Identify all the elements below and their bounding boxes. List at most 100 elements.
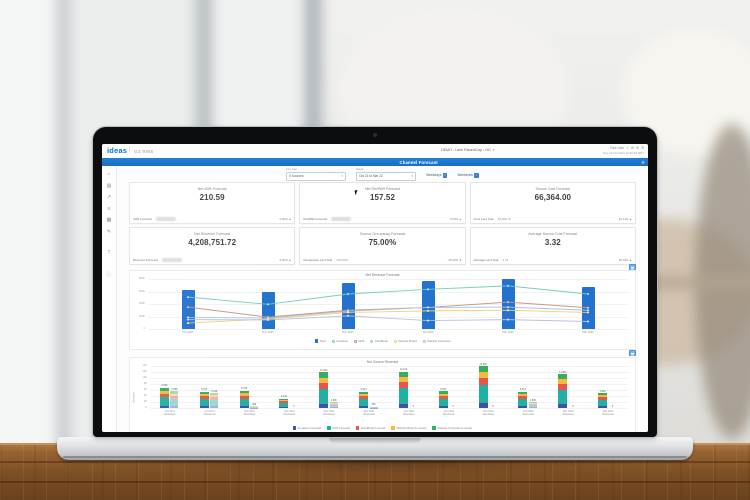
bar-Jan 2022-Weekends[interactable] [438, 391, 448, 408]
menu-icon[interactable]: ☰ [640, 145, 644, 150]
weekdays-toggle[interactable]: Weekdays ✓ [426, 173, 448, 178]
total-bar-Feb 2022[interactable] [501, 279, 515, 329]
help-icon[interactable]: ? [107, 250, 111, 256]
messages-icon[interactable]: ✉ [631, 145, 634, 150]
settings-icon[interactable]: ⚙ [635, 145, 639, 150]
x-tick-label: Oct 2021 [182, 331, 194, 334]
stack-segment [279, 406, 289, 408]
source-filter-label: Forecast [286, 167, 297, 171]
kpi-sub-label: Revenue Forecast [133, 257, 158, 262]
bar-Nov 2021-Weekends[interactable] [279, 398, 289, 408]
bar-secondary-Dec 2021-Weekdays[interactable] [329, 402, 338, 408]
bar-value-label: 4,965 [599, 389, 606, 393]
pencil-icon[interactable]: ✎ [106, 228, 112, 235]
y-tick-label: 0 [145, 406, 147, 410]
stack-segment [398, 382, 408, 389]
property-selector[interactable]: DEMO - Lake ParandCap - HG ▾ [441, 148, 495, 152]
bar-secondary-Dec 2021-Weekends[interactable] [369, 406, 378, 408]
stack-segment [518, 396, 528, 400]
legend-item-Website Brand Forecast[interactable]: Website Brand Forecast [391, 426, 426, 430]
table-view-icon[interactable] [629, 264, 636, 270]
table-view-icon[interactable] [629, 350, 636, 356]
bar-Dec 2021-Weekdays[interactable] [319, 372, 329, 408]
bar-zero-label: 0 [611, 404, 614, 408]
y-tick-label: 14K [142, 364, 147, 368]
source-select[interactable]: 5 Sources ▾ [286, 171, 347, 181]
home-icon[interactable]: ⌂ [107, 171, 111, 177]
legend-chip [393, 339, 397, 343]
bar-secondary-Nov 2021-Weekdays[interactable] [250, 406, 259, 408]
status-check-icon[interactable]: ✓ [626, 145, 630, 150]
data-point [586, 311, 590, 314]
x-tick-label: Mar 2022 Weekdays [548, 410, 588, 417]
datetime-label: Sat, 16 Oct 2021 20:36:48 MDT [603, 150, 644, 155]
legend-item-total[interactable]: Total [314, 339, 326, 343]
legend-item-HotelBeds Forecast[interactable]: HotelBeds Forecast [355, 426, 385, 430]
kpi-change-value: 0.00% [279, 257, 288, 262]
total-bar-Jan 2022[interactable] [421, 281, 435, 329]
stack-segment [528, 407, 537, 408]
stack-segment [398, 371, 408, 378]
bar-Feb 2022-Weekdays[interactable] [478, 366, 488, 408]
stack-segment [558, 403, 568, 408]
kpi-card: Net RevPAR Forecast 157.52 RevPAR Forecast… [299, 182, 466, 224]
gridline [148, 316, 628, 318]
checkbox-icon: ✓ [474, 173, 479, 178]
bar-Feb 2022-Weekends[interactable] [518, 391, 528, 408]
bar-Mar 2022-Weekdays[interactable] [558, 374, 568, 408]
bar-Oct 2021-Weekdays[interactable] [159, 387, 169, 408]
legend-item-HotelBeds[interactable]: HotelBeds [370, 339, 388, 343]
net-revenue-forecast-chart: Net Revenue Forecast 0 200K 400K 600K 800K Oct… [129, 270, 636, 350]
bar-value-label: 13,986 [479, 362, 487, 366]
data-point [506, 305, 510, 309]
x-label-daypart: Weekdays [482, 413, 495, 417]
kpi-sub: Average Last Year 1.72 [474, 258, 509, 262]
stack-segment [558, 389, 568, 404]
stack-segment [170, 391, 179, 394]
legend-item-Amadeus Forecast[interactable]: Amadeus Forecast [292, 426, 321, 430]
bar-Mar 2022-Weekends[interactable] [598, 393, 608, 408]
bar-secondary-Feb 2022-Weekends[interactable] [528, 402, 537, 408]
bar-value-label: 5,708 [241, 387, 248, 391]
data-point [346, 311, 350, 314]
bar-Oct 2021-Weekends[interactable] [199, 391, 209, 408]
gridline [150, 372, 628, 373]
bar-Jan 2022-Weekdays[interactable] [398, 371, 408, 408]
stack-segment [239, 405, 249, 408]
sliders-icon[interactable]: ≡ [107, 205, 111, 212]
data-point [266, 318, 270, 322]
legend-item-Website Brand[interactable]: Website Brand [393, 339, 417, 343]
x-label-daypart: Weekends [442, 413, 455, 417]
bar-Nov 2021-Weekdays[interactable] [239, 390, 249, 408]
line-Website Corporate [187, 315, 589, 322]
kpi-sub-value-redacted [156, 217, 177, 221]
filter-bar: Forecast 5 Sources ▾ Dates Oct 21 to Mar … [117, 166, 648, 184]
info-icon[interactable]: ⓘ [106, 271, 112, 278]
bar-secondary-Oct 2021-Weekends[interactable] [210, 393, 219, 408]
content-area: ⌂ ▤ ⇗ ≡ ▦ ✎? ⓘ Forecast 5 Sources ▾ Dates Oct 2… [102, 166, 648, 432]
legend-item-Website Corporate[interactable]: Website Corporate [422, 339, 450, 343]
chart-icon[interactable]: ⇗ [106, 194, 112, 200]
folder-icon[interactable]: ▤ [106, 182, 112, 189]
stack-segment [558, 374, 568, 380]
page-settings-icon[interactable]: ⚙ [641, 159, 645, 165]
kpi-card: Source Occupancy Forecast 75.00% Occupancy… [299, 227, 466, 265]
dates-select[interactable]: Oct 21 to Mar 22 ▾ [356, 171, 417, 181]
legend-item-GDS[interactable]: GDS [353, 339, 364, 343]
legend-chip [353, 339, 357, 343]
bar-value-label: 648 [252, 402, 257, 406]
kpi-sub: RevPAR Forecast [303, 217, 352, 221]
chevron-down-icon: ▾ [341, 173, 344, 178]
legend-item-GDS Forecast[interactable]: GDS Forecast [327, 426, 350, 430]
bar-Dec 2021-Weekends[interactable] [359, 391, 369, 408]
bar-secondary-Oct 2021-Weekdays[interactable] [170, 391, 179, 408]
calendar-icon[interactable]: ▦ [106, 217, 112, 223]
stack-segment [478, 366, 488, 373]
stack-segment [478, 402, 488, 408]
weekends-toggle[interactable]: Weekends ✓ [457, 173, 479, 178]
legend-item-Amadeus[interactable]: Amadeus [331, 339, 348, 343]
data-point [186, 295, 190, 299]
legend-item-Website Corporate Forecast[interactable]: Website Corporate Forecast [432, 426, 472, 430]
stack-segment [329, 402, 338, 404]
